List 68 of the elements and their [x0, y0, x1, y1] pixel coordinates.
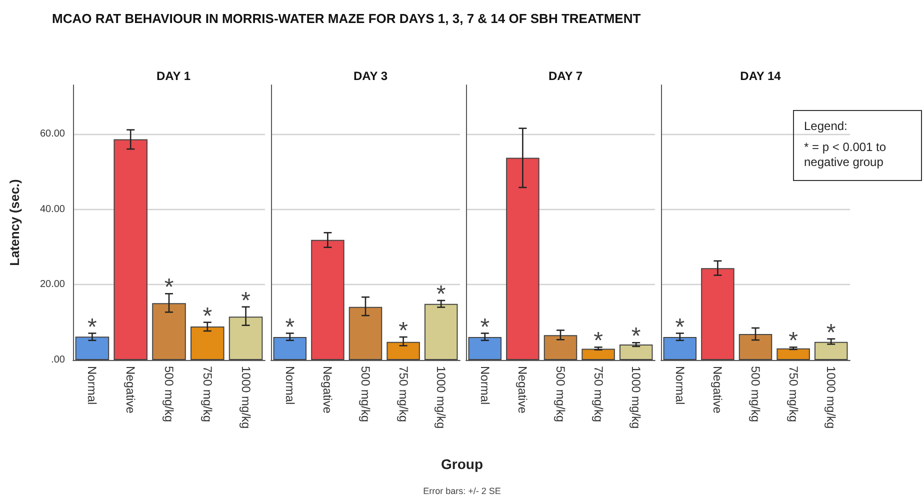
x-tick-label: 1000 mg/kg — [629, 366, 644, 429]
x-tick-label: 1000 mg/kg — [824, 366, 838, 429]
annotation: * — [631, 323, 641, 350]
annotation: * — [675, 314, 685, 341]
y-tick-label: 20.00 — [40, 279, 66, 290]
annotation: * — [88, 314, 97, 341]
bar — [468, 337, 502, 360]
bar — [663, 337, 697, 360]
bar — [386, 342, 420, 360]
text: Group — [440, 456, 484, 472]
x-tick-label: 500 mg/kg — [358, 366, 372, 422]
bar — [114, 139, 148, 360]
annotation: * — [436, 280, 446, 308]
x-tick-label: Negative — [124, 366, 138, 414]
annotation: * — [241, 287, 250, 314]
x-tick-label: Normal — [85, 366, 100, 405]
annotation: * — [480, 314, 490, 341]
annotation: * — [826, 319, 836, 346]
x-tick-label: 750 mg/kg — [200, 366, 214, 422]
bar — [190, 326, 224, 360]
bar — [424, 304, 458, 360]
x-tick-label: Negative — [516, 366, 530, 414]
y-tick-label: .00 — [51, 354, 66, 366]
bar — [814, 342, 848, 360]
chart-title: DAY 14 — [740, 69, 782, 83]
bar — [701, 268, 734, 360]
x-tick-label: 500 mg/kg — [162, 366, 176, 422]
bar — [311, 240, 344, 360]
bar — [152, 303, 186, 360]
bar — [776, 348, 810, 360]
y-tick-label: 40.00 — [40, 204, 66, 215]
x-tick-label: Normal — [672, 366, 687, 405]
x-tick-label: 500 mg/kg — [748, 366, 762, 422]
annotation: * — [202, 302, 212, 330]
x-tick-label: 750 mg/kg — [591, 366, 606, 422]
annotation: * — [164, 274, 174, 302]
x-tick-label: 1000 mg/kg — [434, 366, 448, 429]
bar — [348, 306, 382, 360]
x-tick-label: 500 mg/kg — [554, 366, 568, 422]
chart-title: DAY 1 — [156, 69, 191, 83]
y-tick-label: 60.00 — [40, 128, 66, 140]
x-tick-label: Negative — [320, 366, 335, 414]
bar — [619, 344, 653, 360]
annotation: * — [788, 328, 798, 355]
bar — [228, 316, 263, 360]
bar — [273, 337, 307, 360]
x-tick-label: 750 mg/kg — [396, 366, 410, 422]
bar — [544, 335, 578, 360]
y-axis-title: Latency (sec.) — [7, 179, 22, 266]
bar — [582, 348, 615, 360]
bar — [75, 336, 110, 360]
x-tick-label: Normal — [282, 366, 297, 405]
annotation: * — [594, 328, 603, 355]
x-tick-label: Negative — [710, 366, 725, 414]
x-tick-label: Normal — [478, 366, 492, 405]
key-box: Legend: * = p < 0.001 to negative group — [793, 110, 922, 181]
text: MCAO RAT BEHAVIOUR IN MORRIS-WATER MAZE FOR DAYS 1, 3, 7 & 14 OF SBH TREATMENT — [52, 11, 641, 26]
chart-title: DAY 3 — [353, 69, 388, 83]
annotation: Legend: — [804, 119, 848, 134]
chart-title: DAY 7 — [548, 69, 583, 83]
annotation: * — [285, 314, 295, 341]
bar — [738, 334, 772, 360]
bar — [506, 158, 540, 360]
annotation: * = p < 0.001 to negative group — [804, 140, 888, 170]
x-tick-label: 1000 mg/kg — [238, 366, 253, 429]
text: Error bars: +/- 2 SE — [422, 486, 502, 496]
x-tick-label: 750 mg/kg — [786, 366, 800, 422]
annotation: * — [398, 318, 408, 345]
